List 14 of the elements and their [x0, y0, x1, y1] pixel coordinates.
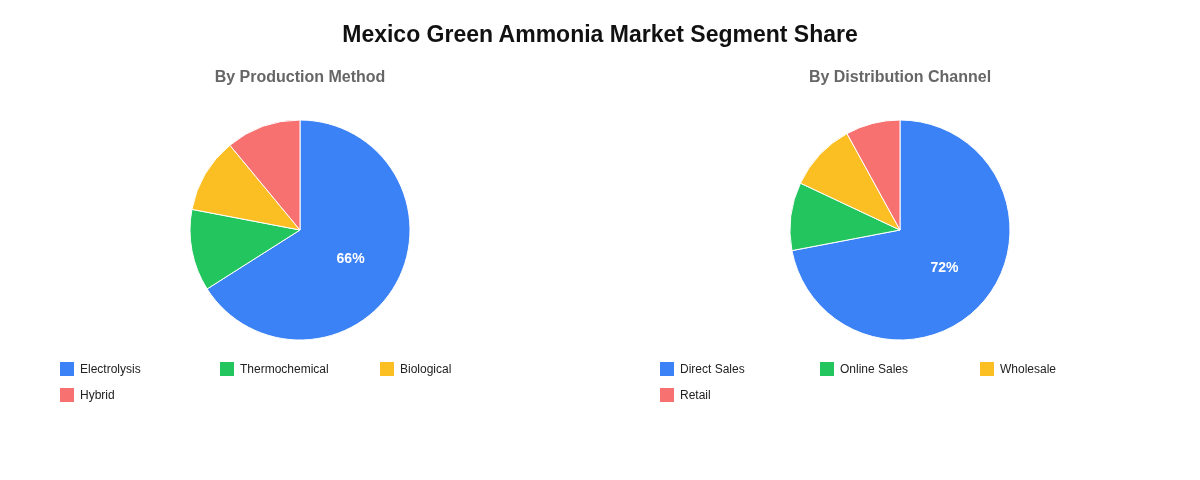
- chart-subtitle: By Distribution Channel: [808, 68, 992, 85]
- legend-label: Online Sales: [840, 362, 909, 377]
- legend-label: Thermochemical: [240, 362, 329, 377]
- legend-label: Retail: [680, 388, 711, 403]
- pie-slice: [791, 119, 1011, 341]
- legend-label: Biological: [400, 362, 452, 377]
- legend-label: Electrolysis: [80, 362, 141, 377]
- data-label: 66%: [336, 249, 366, 266]
- legend-label: Direct Sales: [680, 362, 745, 377]
- legend-label: Hybrid: [80, 388, 115, 403]
- data-label: 72%: [930, 258, 960, 275]
- chart-subtitle: By Production Method: [214, 68, 386, 85]
- legend-label: Wholesale: [1000, 362, 1057, 377]
- text: Mexico Green Ammonia Market Segment Share: [342, 21, 858, 47]
